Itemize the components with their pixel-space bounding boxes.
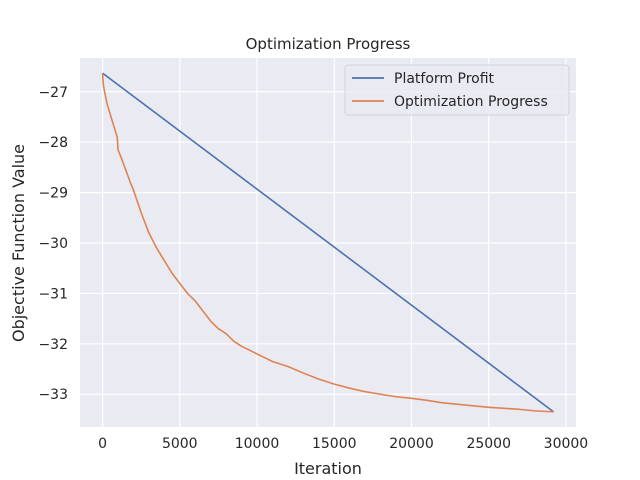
y-tick-label: −28 xyxy=(38,135,68,151)
y-axis-label: Objective Function Value xyxy=(9,144,28,342)
x-tick-label: 5000 xyxy=(162,436,198,452)
x-tick-label: 20000 xyxy=(389,436,434,452)
legend: Platform Profit Optimization Progress xyxy=(344,64,570,116)
legend-label-optimization-progress: Optimization Progress xyxy=(394,94,548,110)
series-line-optimization-progress xyxy=(101,73,554,413)
x-tick-label: 15000 xyxy=(312,436,357,452)
y-axis-ticks: −33 −32 −31 −30 −29 −28 −27 xyxy=(38,85,68,403)
y-tick-label: −32 xyxy=(38,337,68,353)
x-tick-label: 25000 xyxy=(466,436,511,452)
series-layer xyxy=(101,72,555,413)
y-tick-label: −30 xyxy=(38,236,68,252)
x-tick-label: 30000 xyxy=(544,436,589,452)
y-tick-label: −27 xyxy=(38,85,68,101)
x-axis-label: Iteration xyxy=(294,459,362,478)
x-tick-label: 0 xyxy=(98,436,107,452)
chart-title: Optimization Progress xyxy=(246,35,411,53)
y-tick-label: −31 xyxy=(38,286,68,302)
y-tick-label: −29 xyxy=(38,186,68,202)
x-axis-ticks: 0 5000 10000 15000 20000 25000 30000 xyxy=(98,436,588,452)
series-line-platform-profit xyxy=(102,72,555,413)
y-tick-label: −33 xyxy=(38,387,68,403)
legend-label-platform-profit: Platform Profit xyxy=(394,71,495,87)
x-tick-label: 10000 xyxy=(235,436,280,452)
legend-box xyxy=(344,64,570,116)
